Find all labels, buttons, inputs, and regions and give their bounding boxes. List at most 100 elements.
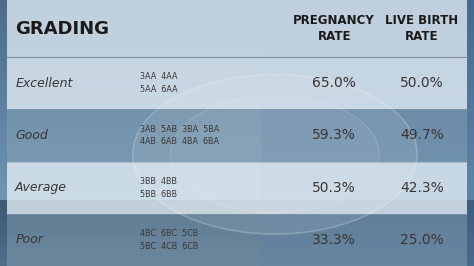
Bar: [0, 256, 474, 259]
Bar: [0, 250, 474, 253]
Bar: [7, 109, 467, 162]
Bar: [0, 219, 474, 223]
Bar: [0, 229, 474, 233]
Bar: [0, 20, 474, 23]
Bar: [0, 259, 474, 263]
Circle shape: [133, 74, 417, 234]
Bar: [0, 213, 474, 216]
Bar: [0, 153, 474, 156]
Text: 49.7%: 49.7%: [400, 128, 444, 143]
Bar: [0, 66, 474, 70]
Bar: [0, 250, 474, 253]
Bar: [0, 140, 474, 143]
Bar: [0, 113, 474, 117]
Bar: [0, 106, 474, 110]
Bar: [0, 173, 474, 176]
Bar: [7, 57, 467, 109]
Text: LIVE BIRTH
RATE: LIVE BIRTH RATE: [385, 14, 458, 43]
Bar: [0, 223, 474, 226]
Bar: [0, 73, 474, 77]
Bar: [0, 186, 474, 189]
Bar: [0, 256, 474, 259]
Text: Poor: Poor: [15, 233, 43, 246]
Bar: [0, 176, 474, 180]
Bar: [0, 253, 474, 256]
Bar: [0, 47, 474, 50]
Bar: [0, 233, 474, 236]
Bar: [0, 200, 474, 203]
Bar: [0, 246, 474, 250]
Bar: [0, 180, 474, 183]
Bar: [0, 117, 474, 120]
Bar: [0, 136, 474, 140]
Bar: [0, 16, 474, 20]
Bar: [0, 239, 474, 243]
Bar: [0, 93, 474, 97]
Bar: [0, 130, 474, 133]
Text: Average: Average: [15, 181, 67, 194]
Bar: [0, 219, 474, 223]
Text: 50.3%: 50.3%: [312, 181, 356, 195]
Bar: [0, 206, 474, 210]
Bar: [0, 103, 474, 106]
Bar: [0, 126, 474, 130]
Bar: [0, 196, 474, 200]
Bar: [0, 80, 474, 83]
Text: Good: Good: [15, 129, 48, 142]
Text: PREGNANCY
RATE: PREGNANCY RATE: [293, 14, 375, 43]
Bar: [0, 33, 474, 36]
Bar: [0, 236, 474, 239]
Bar: [0, 133, 474, 136]
Bar: [0, 60, 474, 63]
Bar: [0, 86, 474, 90]
Text: 3AB  5AB  3BA  5BA
4AB  6AB  4BA  6BA: 3AB 5AB 3BA 5BA 4AB 6AB 4BA 6BA: [140, 124, 219, 146]
Bar: [0, 216, 474, 219]
Bar: [0, 183, 474, 186]
Bar: [7, 162, 467, 214]
Bar: [0, 229, 474, 233]
Bar: [0, 213, 474, 216]
Bar: [0, 37, 474, 40]
Bar: [0, 206, 474, 210]
Bar: [0, 70, 474, 73]
Bar: [0, 163, 474, 166]
Text: 65.0%: 65.0%: [312, 76, 356, 90]
Bar: [0, 246, 474, 250]
Bar: [0, 203, 474, 206]
Bar: [0, 193, 474, 196]
Bar: [0, 259, 474, 263]
Text: 50.0%: 50.0%: [400, 76, 444, 90]
Bar: [0, 210, 474, 213]
Bar: [0, 253, 474, 256]
Bar: [0, 170, 474, 173]
Bar: [0, 13, 474, 16]
Bar: [0, 236, 474, 239]
Bar: [0, 43, 474, 47]
Bar: [0, 100, 474, 103]
Bar: [0, 243, 474, 246]
Bar: [0, 97, 474, 100]
Bar: [0, 30, 474, 33]
Text: 42.3%: 42.3%: [400, 181, 444, 195]
Text: 3AA  4AA
5AA  6AA: 3AA 4AA 5AA 6AA: [140, 72, 177, 94]
Text: 3BB  4BB
5BB  6BB: 3BB 4BB 5BB 6BB: [140, 177, 177, 199]
Bar: [0, 160, 474, 163]
Text: Excellent: Excellent: [15, 77, 73, 90]
Bar: [0, 156, 474, 160]
Bar: [0, 189, 474, 193]
Bar: [0, 216, 474, 219]
Bar: [0, 210, 474, 213]
Text: 25.0%: 25.0%: [400, 233, 444, 247]
Bar: [0, 200, 474, 203]
Bar: [0, 110, 474, 113]
Bar: [0, 223, 474, 226]
Bar: [0, 77, 474, 80]
Bar: [0, 263, 474, 266]
Bar: [0, 120, 474, 123]
Bar: [0, 166, 474, 170]
Bar: [0, 50, 474, 53]
Bar: [0, 27, 474, 30]
Bar: [0, 3, 474, 7]
Bar: [0, 63, 474, 66]
Bar: [0, 226, 474, 229]
